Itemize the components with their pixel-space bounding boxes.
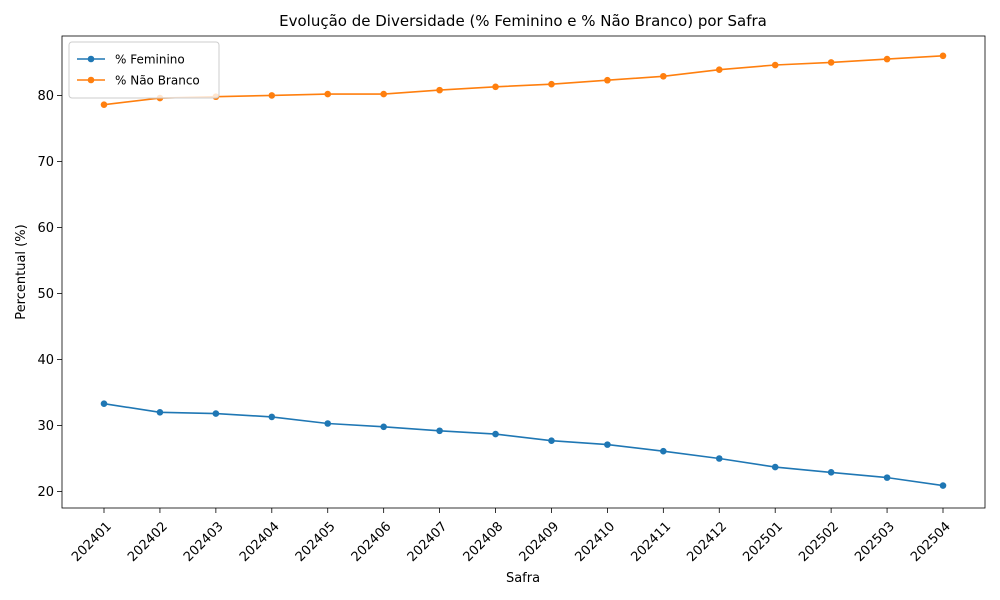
x-tick-label: 202401 [69,519,115,565]
legend: % Feminino % Não Branco [68,41,220,99]
data-point [548,80,555,88]
data-point [660,72,667,80]
chart-title: Evolução de Diversidade (% Feminino e % … [279,12,767,30]
y-tick-label: 30 [37,419,54,434]
data-point [380,90,387,98]
data-point [100,400,108,407]
legend-label: % Não Branco [115,74,200,88]
data-point [604,441,611,448]
data-point [492,83,499,91]
x-tick-label: 202405 [293,519,339,565]
x-axis-title: Safra [506,571,540,586]
data-point [883,55,891,63]
data-point [324,420,332,427]
legend-marker-1 [87,76,95,84]
data-point [939,482,947,489]
x-tick-label: 202403 [181,519,227,565]
x-tick-label: 202411 [628,519,674,565]
y-tick-label: 20 [37,485,54,500]
data-point [827,59,835,66]
data-point [939,52,947,60]
data-point [268,92,276,99]
y-tick-label: 50 [37,287,54,302]
data-point [715,66,723,73]
data-point [548,437,555,444]
series-line-0 [103,402,944,487]
data-point [604,76,611,84]
data-point [660,447,667,455]
y-tick-label: 70 [37,155,54,170]
series-line-1 [103,55,944,106]
data-point [492,430,499,438]
x-tick-label: 202404 [237,519,283,565]
x-tick-label: 202502 [796,519,842,565]
y-axis-title: Percentual (%) [14,224,29,319]
data-point [883,474,891,481]
x-tick-label: 202501 [740,519,786,565]
y-tick-label: 40 [37,353,54,368]
plot-frame [61,35,986,509]
x-tick-label: 202406 [349,519,395,565]
data-point [771,61,779,69]
x-tick-label: 202503 [852,519,898,565]
x-tick-label: 202410 [573,519,619,565]
legend-box [68,41,220,99]
y-tick-label: 60 [37,221,54,236]
data-point [827,469,835,476]
x-tick-label: 202412 [684,519,730,565]
data-point [324,90,332,98]
data-point [100,101,108,108]
data-point [380,423,387,431]
data-point [436,427,443,435]
x-tick-label: 202408 [461,519,507,565]
data-point [436,86,443,94]
x-tick-label: 202402 [125,519,171,565]
data-point [715,455,723,462]
x-tick-label: 202504 [908,519,954,565]
data-point [268,413,276,421]
data-point [212,410,220,417]
data-point [156,408,164,416]
y-tick-label: 80 [37,89,54,104]
x-tick-label: 202409 [517,519,563,565]
x-tick-label: 202407 [405,519,451,565]
legend-label: % Feminino [115,53,185,67]
data-point [771,463,779,471]
legend-marker-0 [87,55,95,63]
